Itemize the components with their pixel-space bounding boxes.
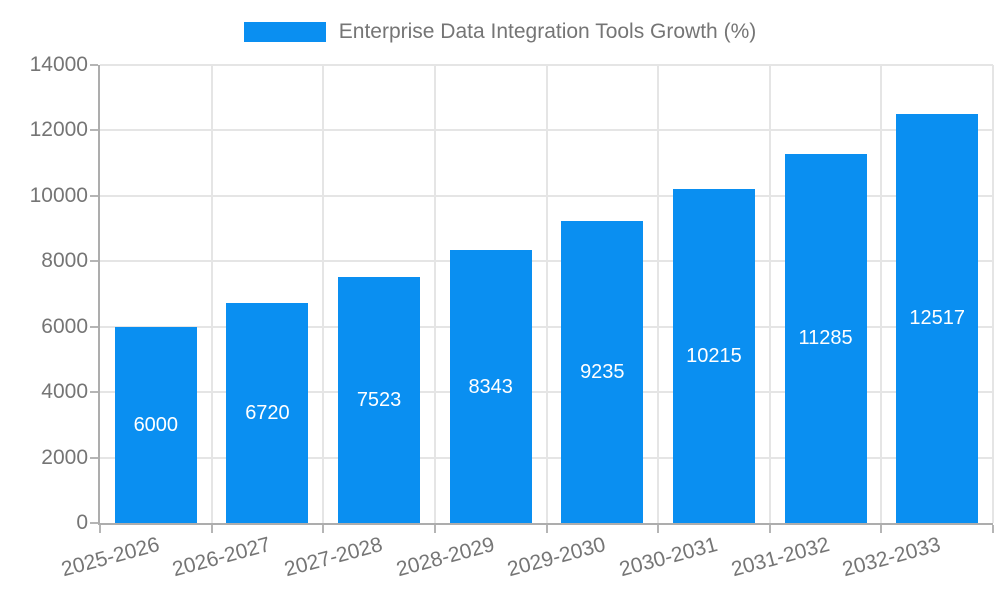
- x-axis-line: [98, 523, 993, 525]
- bar-value-label: 12517: [909, 307, 965, 330]
- x-axis-tick: [545, 525, 548, 533]
- gridline-vertical: [880, 65, 883, 523]
- y-axis-tick-label: 0: [76, 511, 88, 534]
- gridline-vertical: [433, 65, 436, 523]
- y-axis-tick: [90, 129, 98, 132]
- bar[interactable]: [338, 276, 421, 523]
- y-axis-tick-label: 14000: [29, 53, 88, 76]
- y-axis-tick: [90, 391, 98, 394]
- y-axis-tick: [90, 194, 98, 197]
- gridline-vertical: [992, 65, 994, 523]
- bar[interactable]: [672, 188, 755, 523]
- gridline-vertical: [657, 65, 660, 523]
- gridline-vertical: [322, 65, 325, 523]
- y-axis-tick-label: 12000: [29, 118, 88, 142]
- bar[interactable]: [226, 303, 309, 523]
- legend-item[interactable]: Enterprise Data Integration Tools Growth…: [0, 20, 1000, 44]
- y-axis-tick: [90, 522, 98, 524]
- legend-label: Enterprise Data Integration Tools Growth…: [338, 20, 757, 43]
- y-axis-tick: [90, 260, 98, 263]
- x-axis-tick: [768, 525, 771, 533]
- bar-value-label: 7523: [356, 388, 402, 411]
- y-axis-tick-label: 10000: [29, 183, 88, 207]
- x-axis-tick: [322, 525, 325, 533]
- x-axis-tick: [992, 525, 994, 533]
- bar-value-label: 10215: [686, 344, 742, 367]
- bar-value-label: 9235: [580, 360, 625, 383]
- gridline-vertical: [768, 65, 771, 523]
- gridline-vertical: [545, 65, 548, 523]
- x-axis-tick: [880, 525, 883, 533]
- y-axis-tick: [90, 456, 98, 459]
- legend-swatch: [243, 22, 326, 42]
- y-axis-tick: [90, 64, 98, 66]
- x-axis-tick: [99, 525, 101, 533]
- x-axis-tick: [433, 525, 436, 533]
- y-axis-tick-label: 6000: [41, 314, 88, 338]
- y-axis-tick-label: 2000: [41, 445, 88, 469]
- bar[interactable]: [896, 113, 979, 523]
- y-axis-tick-label: 8000: [41, 249, 88, 273]
- x-axis-tick: [657, 525, 660, 533]
- y-axis-line: [98, 65, 100, 525]
- y-axis-tick-label: 4000: [41, 380, 88, 404]
- bar-value-label: 11285: [798, 327, 853, 350]
- bar-value-label: 6000: [133, 413, 179, 436]
- bar-value-label: 8343: [468, 375, 513, 398]
- bar[interactable]: [784, 153, 867, 523]
- bar-value-label: 6720: [245, 402, 290, 425]
- y-axis-tick: [90, 325, 98, 328]
- bar[interactable]: [561, 220, 644, 523]
- gridline-vertical: [210, 65, 213, 523]
- bar[interactable]: [449, 250, 532, 523]
- x-axis-tick: [210, 525, 213, 533]
- bar[interactable]: [114, 326, 197, 523]
